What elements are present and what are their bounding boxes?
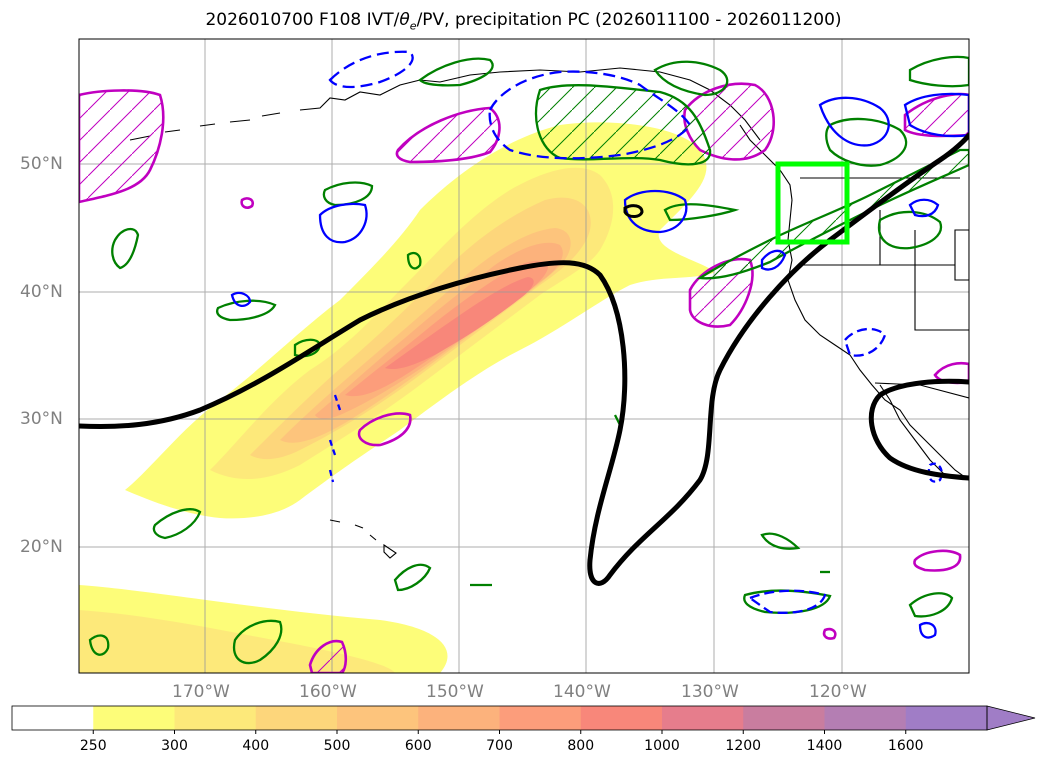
magenta-small2 — [822, 627, 837, 640]
colorbar-tick-label: 600 — [404, 738, 432, 754]
title-suffix: /PV, precipitation PC (2026011100 - 2026… — [416, 10, 842, 30]
green-20n-a — [152, 508, 202, 540]
green-40n — [216, 299, 277, 322]
plot-area — [79, 39, 969, 673]
us-west-coast — [787, 199, 969, 481]
magenta-sw — [308, 639, 348, 673]
hawaii — [329, 519, 397, 559]
colorbar-extend-arrow — [986, 705, 1036, 731]
colorbar — [11, 705, 1036, 731]
colorbar-tick-label: 500 — [323, 738, 351, 754]
lon-label-170w: 170°W — [172, 682, 230, 702]
colorbar-tick-label: 300 — [161, 738, 188, 754]
green-sw2 — [88, 634, 110, 656]
green-ne — [908, 55, 969, 88]
colorbar-cell — [499, 706, 582, 730]
green-pnw-blobs — [877, 210, 943, 250]
map-title: 2026010700 F108 IVT/θe/PV, precipitation… — [0, 10, 1047, 32]
green-20n-b — [393, 563, 432, 592]
green-contours — [88, 55, 969, 665]
green-ak-1 — [418, 57, 494, 87]
green-canada — [825, 117, 908, 167]
blue-se — [918, 621, 937, 639]
blue-pnw — [908, 198, 940, 218]
green-20n-c — [760, 532, 801, 550]
colorbar-cell — [174, 706, 257, 730]
colorbar-cell — [662, 706, 744, 730]
colorbar-cell — [743, 706, 825, 730]
blue-15n-dashed — [747, 589, 827, 614]
magenta-30n — [357, 412, 412, 447]
blue-contours — [230, 50, 969, 639]
lat-label-20n: 20°N — [20, 537, 63, 557]
lon-label-140w: 140°W — [553, 682, 611, 702]
thick-contours — [79, 132, 969, 586]
green-alaska-hatched — [534, 84, 712, 166]
lon-label-130w: 130°W — [681, 682, 739, 702]
colorbar-cell — [418, 706, 500, 730]
colorbar-cells — [12, 706, 988, 730]
green-ak-2 — [653, 60, 729, 97]
colorbar-cell — [580, 706, 663, 730]
colorbar-tick-label: 1400 — [806, 738, 843, 754]
gridlines — [79, 39, 969, 673]
green-sw — [232, 619, 283, 665]
blue-hi-dashed — [328, 394, 342, 483]
blue-canada — [818, 96, 890, 147]
colorbar-cell — [905, 706, 988, 730]
colorbar-tick-label: 1000 — [644, 738, 680, 754]
green-48n — [322, 181, 374, 207]
blue-alaska-dashed — [488, 70, 692, 160]
magenta-nw — [79, 89, 165, 204]
title-theta-sub: e — [409, 19, 417, 33]
colorbar-tick-label: 700 — [486, 738, 513, 754]
blue-ne — [903, 92, 969, 138]
focus-region-box — [775, 161, 850, 245]
magenta-contours — [79, 82, 969, 673]
colorbar-cell — [93, 706, 175, 730]
baja — [879, 384, 946, 476]
green-43n — [111, 227, 140, 270]
colorbar-tick-label: 800 — [567, 738, 595, 754]
black-contour-main — [79, 132, 969, 586]
magenta-gulf — [395, 106, 501, 164]
colorbar-tick-label: 250 — [79, 738, 107, 754]
black-contour-se — [868, 378, 969, 481]
magenta-small1 — [240, 197, 254, 209]
lon-label-160w: 160°W — [299, 682, 357, 702]
colorbar-cell — [255, 706, 338, 730]
title-prefix: 2026010700 F108 IVT/ — [205, 10, 400, 30]
blue-ca-dashed — [843, 327, 887, 357]
lat-label-50n: 50°N — [20, 154, 63, 174]
colorbar-cell — [824, 706, 907, 730]
state-box — [954, 229, 969, 281]
green-42n — [406, 251, 422, 270]
lat-label-40n: 40°N — [20, 282, 63, 302]
colorbar-tick-label: 1600 — [887, 738, 924, 754]
colorbar-tick-label: 1200 — [725, 738, 762, 754]
blue-or — [760, 249, 787, 271]
plot-frame — [78, 38, 970, 674]
colorbar-cell — [337, 706, 419, 730]
title-theta: θ — [399, 10, 410, 30]
magenta-se — [913, 549, 962, 572]
lon-label-150w: 150°W — [426, 682, 484, 702]
blue-46n — [623, 189, 688, 234]
lon-label-120w: 120°W — [809, 682, 867, 702]
blue-46n-inner — [623, 204, 644, 218]
alaska-coast — [299, 67, 761, 141]
colorbar-cell — [12, 706, 94, 730]
blue-ak-dashed2 — [328, 50, 414, 89]
blue-47n — [318, 202, 368, 244]
green-se — [908, 592, 954, 618]
blue-41n — [230, 291, 252, 307]
lat-label-30n: 30°N — [20, 409, 63, 429]
magenta-ne — [903, 92, 969, 138]
colorbar-tick-label: 400 — [242, 738, 270, 754]
